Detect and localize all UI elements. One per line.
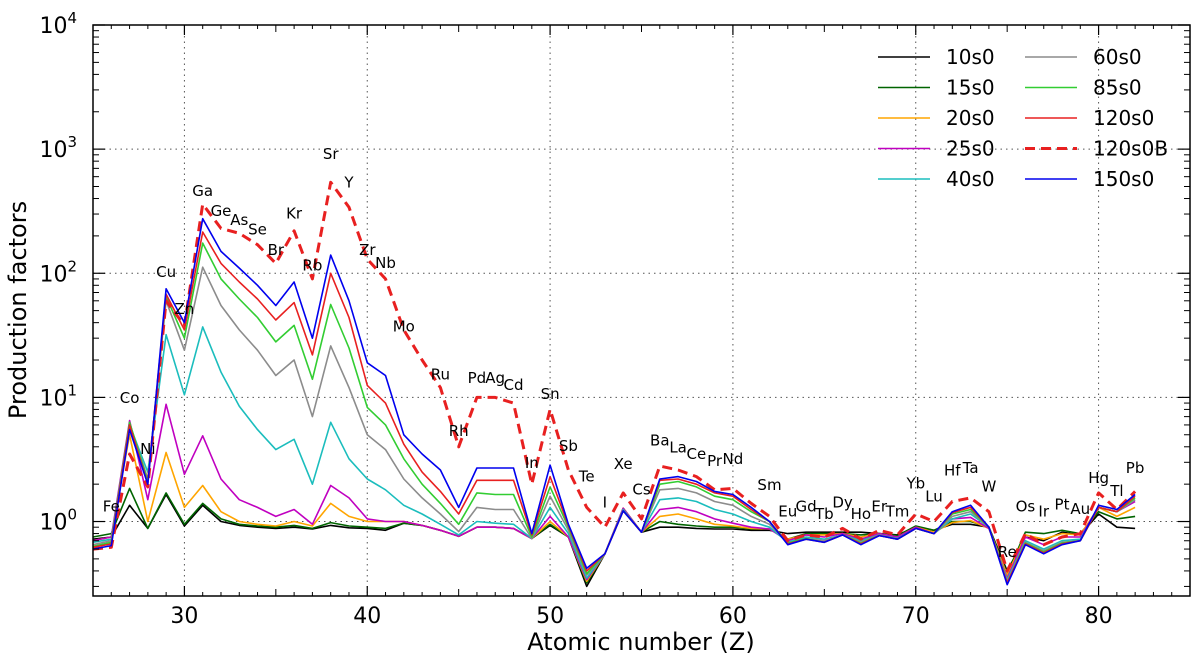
element-label-Mo: Mo xyxy=(393,317,415,335)
grid xyxy=(93,25,1190,596)
x-axis-title: Atomic number (Z) xyxy=(527,628,754,656)
x-tick-label: 60 xyxy=(719,604,747,629)
element-label-Nd: Nd xyxy=(723,450,744,468)
legend-label-60s0: 60s0 xyxy=(1093,45,1142,69)
x-tick-label: 80 xyxy=(1085,604,1113,629)
legend-label-85s0: 85s0 xyxy=(1093,76,1142,100)
element-label-Se: Se xyxy=(248,221,267,239)
legend-label-20s0: 20s0 xyxy=(946,106,995,130)
element-label-Xe: Xe xyxy=(614,455,633,473)
series-line-150s0 xyxy=(92,217,1136,586)
element-label-Lu: Lu xyxy=(925,488,943,506)
element-label-In: In xyxy=(525,454,539,472)
y-tick-label: 102 xyxy=(39,257,77,287)
legend-label-10s0: 10s0 xyxy=(946,45,995,69)
element-label-Rh: Rh xyxy=(449,422,469,440)
element-label-Br: Br xyxy=(268,241,285,259)
element-label-Zn: Zn xyxy=(175,300,195,318)
y-tick-label: 101 xyxy=(39,381,77,411)
element-label-Zr: Zr xyxy=(359,241,376,259)
y-tick-label: 103 xyxy=(39,133,77,163)
element-label-Fe: Fe xyxy=(103,498,120,516)
element-label-W: W xyxy=(981,477,996,495)
element-label-Sb: Sb xyxy=(559,437,578,455)
element-label-Kr: Kr xyxy=(286,205,303,223)
x-tick-label: 50 xyxy=(536,604,564,629)
element-label-Tm: Tm xyxy=(885,502,910,520)
element-label-Os: Os xyxy=(1016,498,1036,516)
element-label-Dy: Dy xyxy=(832,493,853,511)
element-label-Ag: Ag xyxy=(485,369,505,387)
element-label-Hf: Hf xyxy=(944,462,961,480)
y-tick-label: 100 xyxy=(39,506,77,536)
element-label-Te: Te xyxy=(578,468,595,486)
element-label-La: La xyxy=(669,439,687,457)
series-line-120s0B xyxy=(92,180,1137,573)
legend: 10s0 15s0 20s0 25s0 40s0 60s0 85s0 120s0 120s0B 1… xyxy=(878,45,1168,191)
element-label-I: I xyxy=(603,493,607,511)
element-label-Tl: Tl xyxy=(1109,482,1123,500)
element-label-Ir: Ir xyxy=(1038,502,1049,520)
element-label-Eu: Eu xyxy=(778,502,797,520)
element-label-Pd: Pd xyxy=(468,369,487,387)
element-label-Au: Au xyxy=(1070,500,1090,518)
legend-label-15s0: 15s0 xyxy=(946,76,995,100)
element-label-Ga: Ga xyxy=(192,182,213,200)
legend-label-120s0B: 120s0B xyxy=(1093,137,1168,161)
legend-label-25s0: 25s0 xyxy=(946,137,995,161)
x-tick-label: 30 xyxy=(170,604,198,629)
element-label-Hg: Hg xyxy=(1088,469,1109,487)
element-label-Er: Er xyxy=(871,498,887,516)
element-label-Ba: Ba xyxy=(650,432,669,450)
element-label-Cu: Cu xyxy=(156,263,176,281)
element-label-Y: Y xyxy=(343,174,354,192)
element-label-Pb: Pb xyxy=(1126,459,1145,477)
element-label-Ta: Ta xyxy=(962,459,979,477)
x-tick-label: 70 xyxy=(902,604,930,629)
y-axis-title: Production factors xyxy=(4,201,32,419)
element-label-Ho: Ho xyxy=(851,505,871,523)
legend-label-150s0: 150s0 xyxy=(1093,167,1154,191)
element-label-Ni: Ni xyxy=(140,440,155,458)
element-label-As: As xyxy=(230,211,248,229)
element-label-Ce: Ce xyxy=(687,445,707,463)
series-lines xyxy=(92,180,1137,588)
plot-background xyxy=(93,25,1190,596)
element-label-Pt: Pt xyxy=(1055,496,1070,514)
element-label-Rb: Rb xyxy=(302,257,322,275)
element-label-Sr: Sr xyxy=(323,145,340,163)
element-label-Sn: Sn xyxy=(541,385,560,403)
element-label-Ge: Ge xyxy=(211,202,232,220)
y-tick-label: 104 xyxy=(39,9,77,39)
element-label-Gd: Gd xyxy=(796,498,817,516)
axis-ticks: 30 40 50 60 70 80 100 101 102 103 104 xyxy=(39,9,1191,629)
x-tick-label: 40 xyxy=(353,604,381,629)
element-label-Cd: Cd xyxy=(504,376,524,394)
element-label-Pr: Pr xyxy=(707,452,723,470)
element-label-Tb: Tb xyxy=(814,505,834,523)
element-label-Sm: Sm xyxy=(757,476,781,494)
element-label-Ru: Ru xyxy=(431,365,450,383)
element-label-Yb: Yb xyxy=(905,474,925,492)
legend-label-40s0: 40s0 xyxy=(946,167,995,191)
element-label-Re: Re xyxy=(998,543,1017,561)
element-label-Cs: Cs xyxy=(632,481,650,499)
legend-label-120s0: 120s0 xyxy=(1093,106,1154,130)
element-label-Nb: Nb xyxy=(375,254,396,272)
element-label-Co: Co xyxy=(120,389,140,407)
